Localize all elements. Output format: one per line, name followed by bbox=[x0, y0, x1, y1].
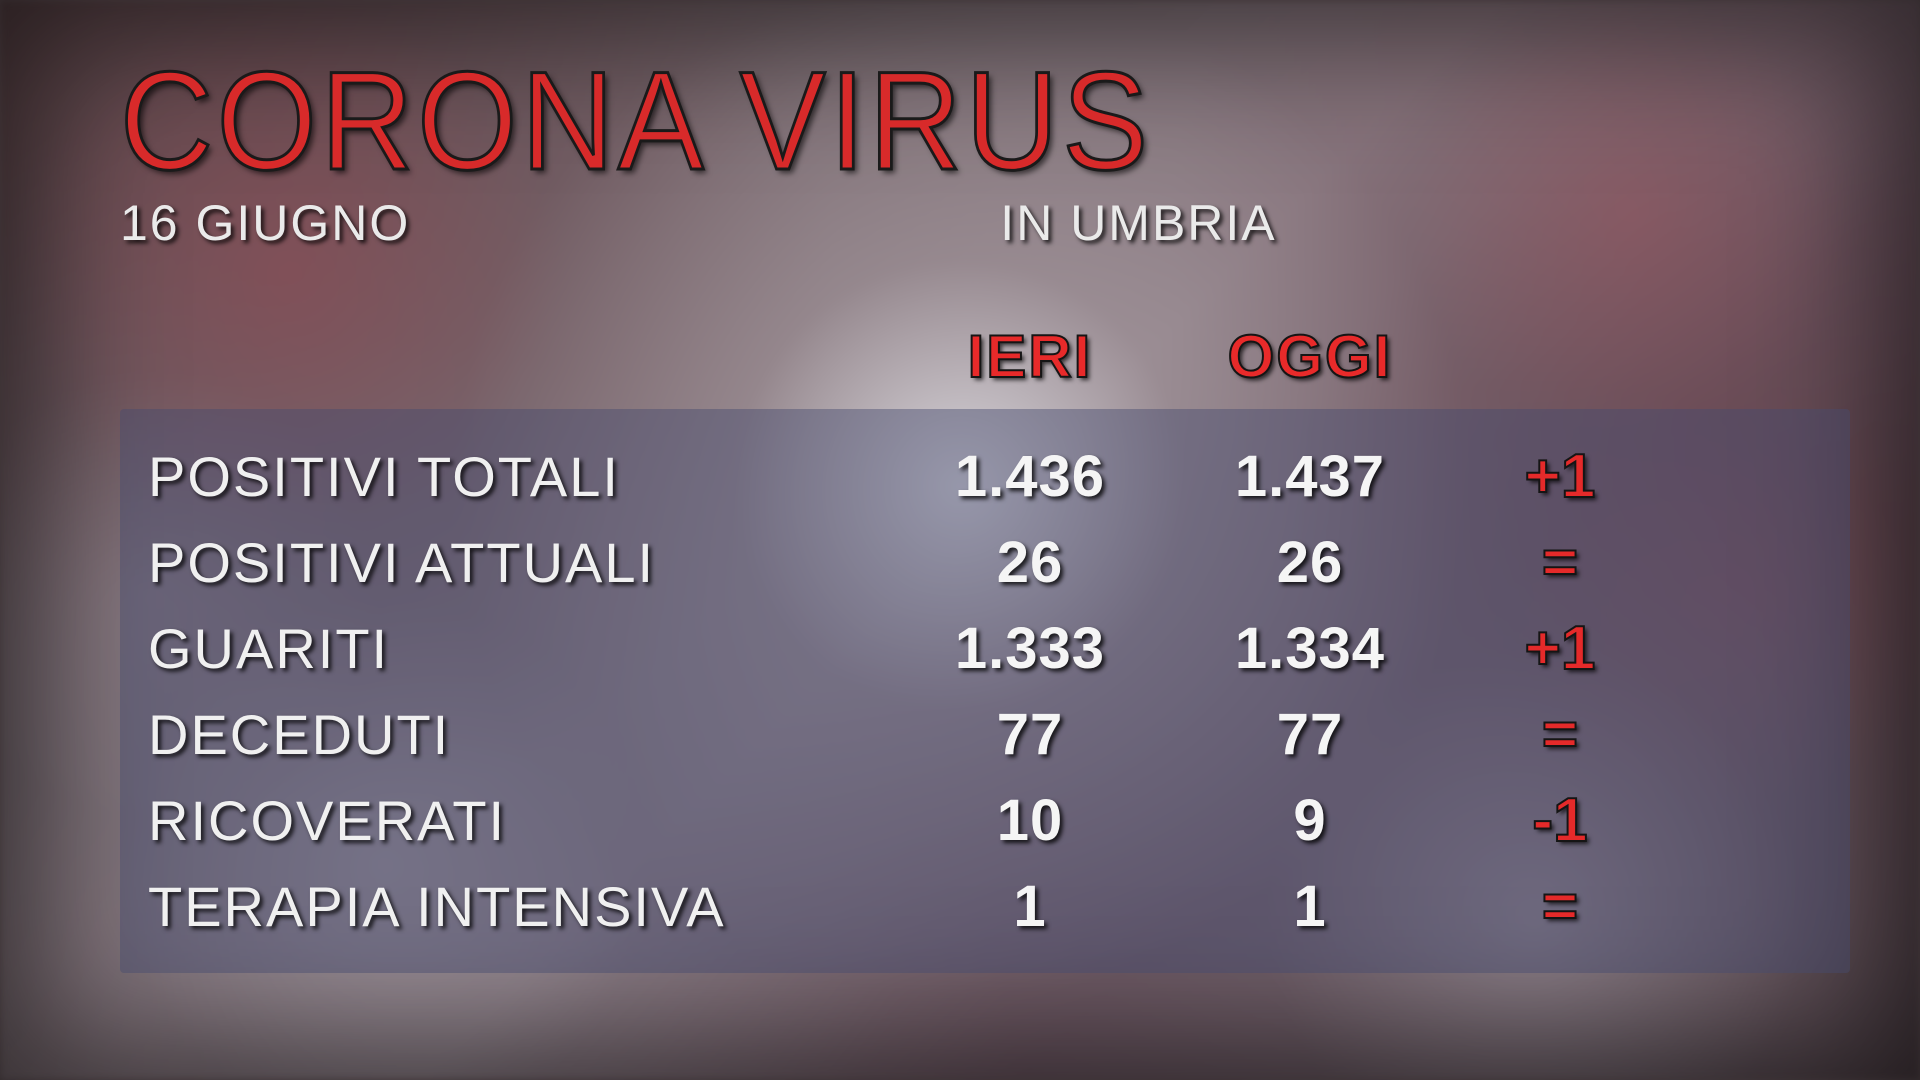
row-today: 9 bbox=[1170, 787, 1450, 854]
row-today: 1.437 bbox=[1170, 443, 1450, 510]
row-yesterday: 10 bbox=[890, 787, 1170, 854]
row-delta: = bbox=[1450, 699, 1670, 770]
region-label: IN UMBRIA bbox=[1000, 194, 1276, 252]
row-label: RICOVERATI bbox=[120, 788, 890, 853]
row-delta: = bbox=[1450, 527, 1670, 598]
table-row: RICOVERATI 10 9 -1 bbox=[120, 777, 1850, 863]
infographic-panel: CORONA VIRUS 16 GIUGNO IN UMBRIA IERI OG… bbox=[0, 0, 1920, 1080]
row-today: 26 bbox=[1170, 529, 1450, 596]
stats-table: IERI OGGI POSITIVI TOTALI 1.436 1.437 +1… bbox=[120, 322, 1850, 973]
table-body: POSITIVI TOTALI 1.436 1.437 +1 POSITIVI … bbox=[120, 409, 1850, 973]
table-row: GUARITI 1.333 1.334 +1 bbox=[120, 605, 1850, 691]
table-header-row: IERI OGGI bbox=[120, 322, 1850, 391]
row-today: 77 bbox=[1170, 701, 1450, 768]
row-label: TERAPIA INTENSIVA bbox=[120, 874, 890, 939]
table-row: DECEDUTI 77 77 = bbox=[120, 691, 1850, 777]
row-delta: +1 bbox=[1450, 441, 1670, 512]
row-yesterday: 77 bbox=[890, 701, 1170, 768]
table-row: POSITIVI ATTUALI 26 26 = bbox=[120, 519, 1850, 605]
sub-header: 16 GIUGNO IN UMBRIA bbox=[120, 194, 1850, 252]
table-row: POSITIVI TOTALI 1.436 1.437 +1 bbox=[120, 433, 1850, 519]
row-label: DECEDUTI bbox=[120, 702, 890, 767]
row-label: POSITIVI TOTALI bbox=[120, 444, 890, 509]
row-label: POSITIVI ATTUALI bbox=[120, 530, 890, 595]
row-today: 1 bbox=[1170, 873, 1450, 940]
main-title: CORONA VIRUS bbox=[120, 40, 1712, 202]
row-yesterday: 1.333 bbox=[890, 615, 1170, 682]
row-delta: = bbox=[1450, 871, 1670, 942]
col-header-today: OGGI bbox=[1170, 322, 1450, 391]
row-yesterday: 1 bbox=[890, 873, 1170, 940]
table-row: TERAPIA INTENSIVA 1 1 = bbox=[120, 863, 1850, 949]
row-delta: -1 bbox=[1450, 785, 1670, 856]
row-label: GUARITI bbox=[120, 616, 890, 681]
row-yesterday: 1.436 bbox=[890, 443, 1170, 510]
row-today: 1.334 bbox=[1170, 615, 1450, 682]
row-delta: +1 bbox=[1450, 613, 1670, 684]
row-yesterday: 26 bbox=[890, 529, 1170, 596]
col-header-yesterday: IERI bbox=[890, 322, 1170, 391]
date-label: 16 GIUGNO bbox=[120, 194, 410, 252]
